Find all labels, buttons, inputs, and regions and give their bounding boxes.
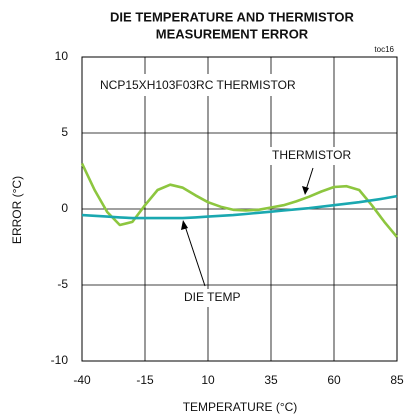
chart-title: DIE TEMPERATURE AND THERMISTOR bbox=[110, 9, 354, 24]
x-tick-label: 35 bbox=[264, 373, 278, 387]
lines bbox=[80, 162, 399, 238]
y-tick-label: 0 bbox=[61, 201, 68, 215]
y-tick-label: -10 bbox=[51, 353, 69, 367]
arrow bbox=[183, 222, 206, 287]
x-tick-label: 10 bbox=[201, 373, 215, 387]
arrowhead bbox=[302, 186, 309, 195]
y-tick-label: -5 bbox=[57, 277, 68, 291]
y-axis-label: ERROR (°C) bbox=[10, 176, 24, 244]
figure-tag: toc16 bbox=[374, 45, 394, 54]
chart-title: MEASUREMENT ERROR bbox=[156, 26, 309, 41]
annotation: NCP15XH103F03RC THERMISTOR bbox=[100, 78, 296, 92]
y-tick-label: 10 bbox=[55, 49, 69, 63]
x-tick-label: 60 bbox=[327, 373, 341, 387]
label-box bbox=[180, 289, 250, 307]
arrowhead bbox=[181, 220, 188, 230]
series-label: THERMISTOR bbox=[272, 148, 351, 162]
x-tick-label: -40 bbox=[73, 373, 91, 387]
series-label: DIE TEMP bbox=[184, 290, 240, 304]
label-box bbox=[96, 74, 324, 96]
plot-frame bbox=[81, 56, 398, 362]
series-line bbox=[81, 194, 398, 220]
x-axis-label: TEMPERATURE (°C) bbox=[183, 400, 298, 414]
y-tick-label: 5 bbox=[61, 125, 68, 139]
label-box bbox=[268, 147, 360, 165]
series-line bbox=[80, 162, 399, 238]
x-tick-label: -15 bbox=[136, 373, 154, 387]
x-tick-label: 85 bbox=[390, 373, 404, 387]
